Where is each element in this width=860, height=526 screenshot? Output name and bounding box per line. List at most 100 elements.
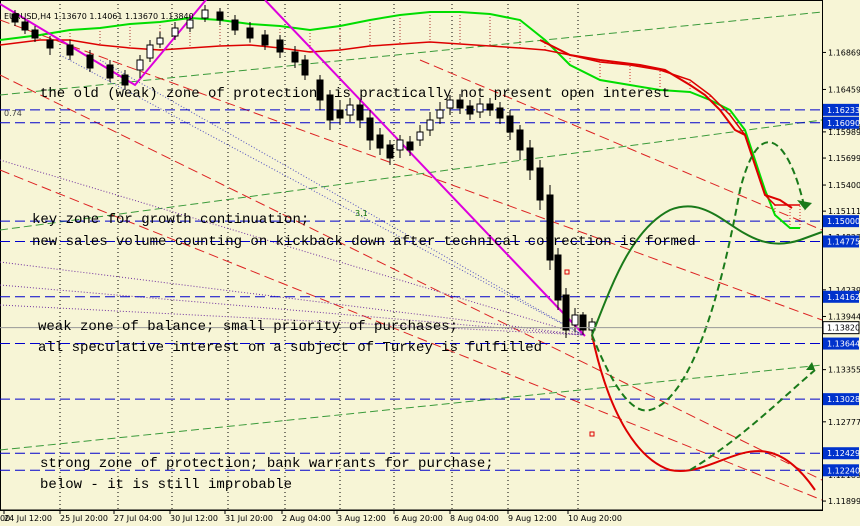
- candle-body: [106, 64, 114, 79]
- candle-body: [486, 103, 494, 111]
- candle-body: [156, 37, 164, 45]
- price-tick-label: 1.15111: [828, 207, 860, 216]
- level-price-box: [823, 337, 859, 350]
- time-tick-label: 3 Aug 12:00: [337, 514, 386, 523]
- candle-body: [376, 134, 384, 149]
- candle-body: [516, 129, 524, 151]
- candle-body: [291, 51, 299, 63]
- candle-body: [456, 99, 464, 109]
- candle-body: [201, 9, 209, 19]
- candle-body: [46, 39, 54, 49]
- red-channel-top: [0, 19, 823, 321]
- candle-body: [136, 59, 144, 71]
- red-channel-short: [419, 59, 823, 231]
- level-price-label: 1.16233: [827, 106, 860, 115]
- time-label-fragment: 00: [0, 514, 10, 523]
- time-tick-label: 10 Aug 20:00: [568, 514, 622, 523]
- price-tick-label: 1.15699: [828, 154, 860, 163]
- candle-body: [536, 167, 544, 201]
- forecast-arrow: [797, 200, 812, 210]
- candle-body: [466, 105, 474, 115]
- fan-line: [0, 304, 584, 336]
- level-price-box: [823, 215, 859, 228]
- candle-body: [21, 21, 29, 31]
- candle-body: [231, 19, 239, 31]
- annotation-strong-zone: strong zone of protection; bank warrants…: [40, 456, 494, 472]
- main-downtrend-line: [264, 0, 586, 337]
- candle-body: [186, 19, 194, 29]
- candle-body: [146, 44, 154, 59]
- price-tick-label: 1.14239: [828, 286, 860, 295]
- time-tick-label: 2 Aug 04:00: [282, 514, 331, 523]
- candle-body: [446, 99, 454, 109]
- candle-body: [476, 103, 484, 113]
- fib-label: 0.74: [4, 109, 22, 118]
- level-price-label: 1.14162: [827, 293, 860, 302]
- level-price-label: 1.15000: [827, 217, 860, 226]
- level-price-box: [823, 116, 859, 129]
- price-tick-label: 1.11899: [828, 497, 860, 506]
- kijun-line: [539, 39, 793, 209]
- level-price-label: 1.14775: [827, 237, 860, 246]
- marker-square: [589, 431, 595, 437]
- candle-body: [426, 119, 434, 131]
- time-tick-label: 31 Jul 20:00: [225, 514, 273, 523]
- level-price-box: [823, 464, 859, 477]
- candle-body: [416, 131, 424, 141]
- candle-body: [526, 147, 534, 171]
- time-tick-label: 27 Jul 04:00: [114, 514, 162, 523]
- candle-body: [326, 94, 334, 121]
- kumo-span-a: [0, 11, 800, 229]
- red-channel-lower: [0, 169, 823, 501]
- price-tick-label: 1.16869: [828, 48, 860, 57]
- forecast-red-solid: [591, 334, 816, 491]
- time-tick-label: 9 Aug 12:00: [508, 514, 557, 523]
- price-tick-label: 1.13355: [828, 366, 860, 375]
- candle-body: [554, 254, 562, 301]
- candle-body: [562, 294, 570, 331]
- candle-body: [66, 44, 74, 56]
- candle-body: [261, 34, 269, 46]
- price-tick-label: 1.15400: [828, 181, 860, 190]
- time-tick-label: 30 Jul 12:00: [170, 514, 218, 523]
- level-price-label: 1.12429: [827, 449, 860, 458]
- price-tick-label: 1.15989: [828, 128, 860, 137]
- level-price-box: [823, 103, 859, 116]
- fan-line: [0, 261, 584, 336]
- candle-body: [546, 194, 554, 261]
- candle-body: [301, 59, 309, 76]
- candle-body: [356, 104, 364, 121]
- level-price-box: [823, 447, 859, 460]
- candle-body: [579, 314, 587, 331]
- annotation-old-zone: the old (weak) zone of protection, is pr…: [40, 86, 671, 102]
- time-tick-label: 25 Jul 20:00: [60, 514, 108, 523]
- marker-square: [564, 269, 570, 275]
- annotation-balance-zone: weak zone of balance; small priority of …: [38, 319, 459, 335]
- annotation-sales-volume: new sales volume counting on kickback do…: [32, 234, 696, 250]
- annotation-key-zone: key zone for growth continuation;: [32, 212, 310, 228]
- candle-body: [406, 141, 414, 151]
- zigzag-trend: [0, 0, 208, 87]
- candle-body: [366, 117, 374, 141]
- candle-body: [571, 314, 579, 326]
- price-tick-label: 1.16459: [828, 85, 860, 94]
- candle-body: [121, 74, 129, 86]
- green-channel-upper: [0, 119, 823, 231]
- time-tick-label: 6 Aug 20:00: [394, 514, 443, 523]
- level-price-label: 1.12240: [827, 466, 860, 475]
- candle-body: [506, 115, 514, 133]
- price-tick-label: 1.13944: [828, 312, 860, 321]
- candle-body: [171, 27, 179, 37]
- time-tick-label: 8 Aug 04:00: [450, 514, 499, 523]
- time-axis: [0, 511, 860, 526]
- candle-body: [86, 54, 94, 69]
- candle-body: [346, 104, 354, 116]
- forecast-arrow: [806, 362, 815, 370]
- candle-body: [336, 109, 344, 119]
- level-price-box: [823, 290, 859, 303]
- price-axis: [823, 0, 860, 526]
- level-price-label: 1.16090: [827, 119, 860, 128]
- candle-body: [386, 144, 394, 159]
